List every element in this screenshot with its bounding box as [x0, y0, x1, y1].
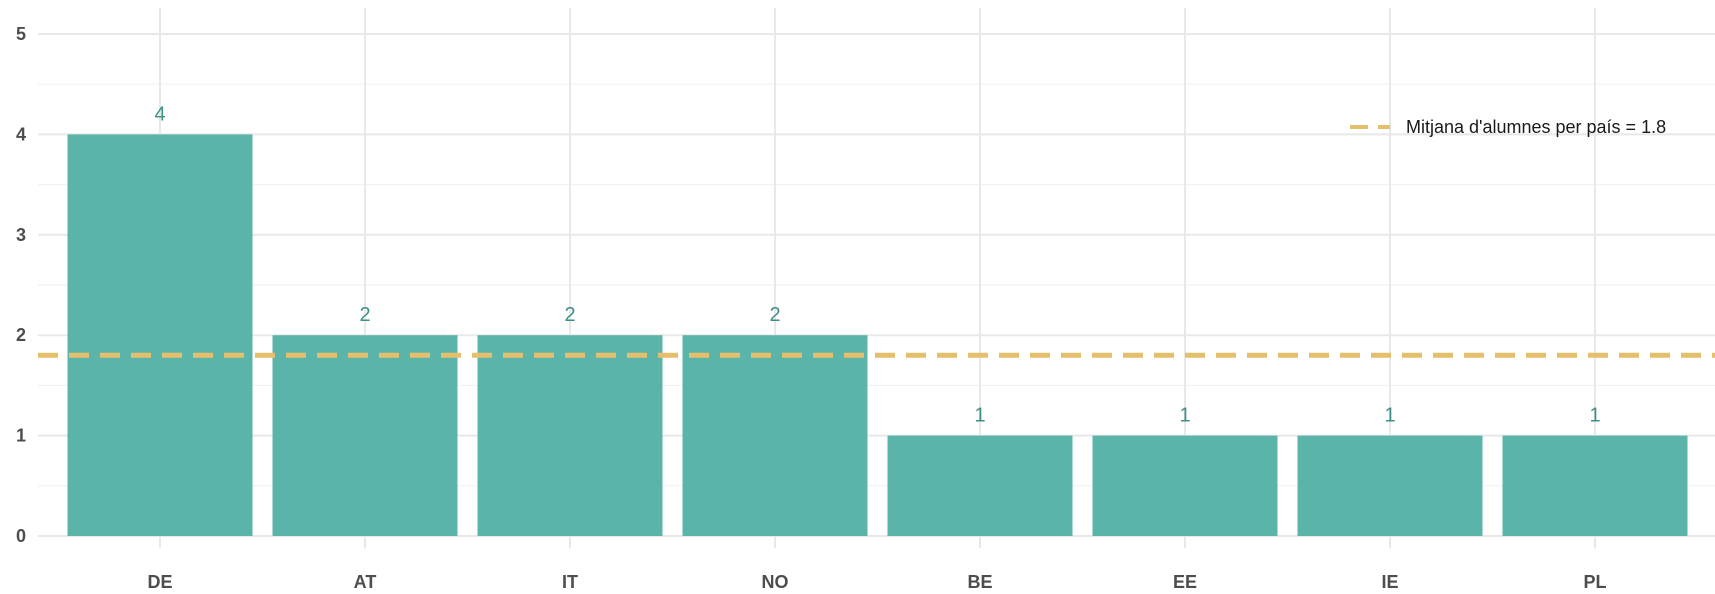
x-tick-label: DE [147, 572, 172, 592]
data-label-EE: 1 [1179, 405, 1190, 427]
y-tick-label: 4 [16, 124, 26, 144]
bar-IT [477, 335, 663, 536]
bar-BE [887, 435, 1073, 536]
bar-PL [1502, 435, 1688, 536]
y-axis-ticks: 0 1 2 3 4 5 [16, 24, 26, 546]
x-axis-ticks: DE AT IT NO BE EE IE PL [147, 572, 1606, 592]
bar-AT [272, 335, 458, 536]
data-label-NO: 2 [769, 304, 780, 326]
y-tick-label: 0 [16, 526, 26, 546]
y-tick-label: 5 [16, 24, 26, 44]
bar-EE [1092, 435, 1278, 536]
y-tick-label: 3 [16, 225, 26, 245]
x-tick-label: IT [562, 572, 578, 592]
data-label-IT: 2 [564, 304, 575, 326]
x-tick-label: PL [1583, 572, 1606, 592]
data-labels: 4 2 2 2 1 1 1 1 [154, 103, 1600, 426]
y-tick-label: 1 [16, 426, 26, 446]
data-label-DE: 4 [154, 103, 165, 125]
data-label-PL: 1 [1589, 405, 1600, 427]
data-label-AT: 2 [359, 304, 370, 326]
x-tick-label: IE [1381, 572, 1398, 592]
x-tick-label: NO [762, 572, 789, 592]
bar-IE [1297, 435, 1483, 536]
legend: Mitjana d'alumnes per país = 1.8 [1350, 117, 1666, 137]
x-tick-label: EE [1173, 572, 1197, 592]
bar-DE [67, 134, 253, 536]
bars [67, 134, 1688, 536]
data-label-IE: 1 [1384, 405, 1395, 427]
bar-NO [682, 335, 868, 536]
y-tick-label: 2 [16, 325, 26, 345]
legend-label: Mitjana d'alumnes per país = 1.8 [1406, 117, 1666, 137]
data-label-BE: 1 [974, 405, 985, 427]
x-tick-label: AT [354, 572, 377, 592]
x-tick-label: BE [967, 572, 992, 592]
